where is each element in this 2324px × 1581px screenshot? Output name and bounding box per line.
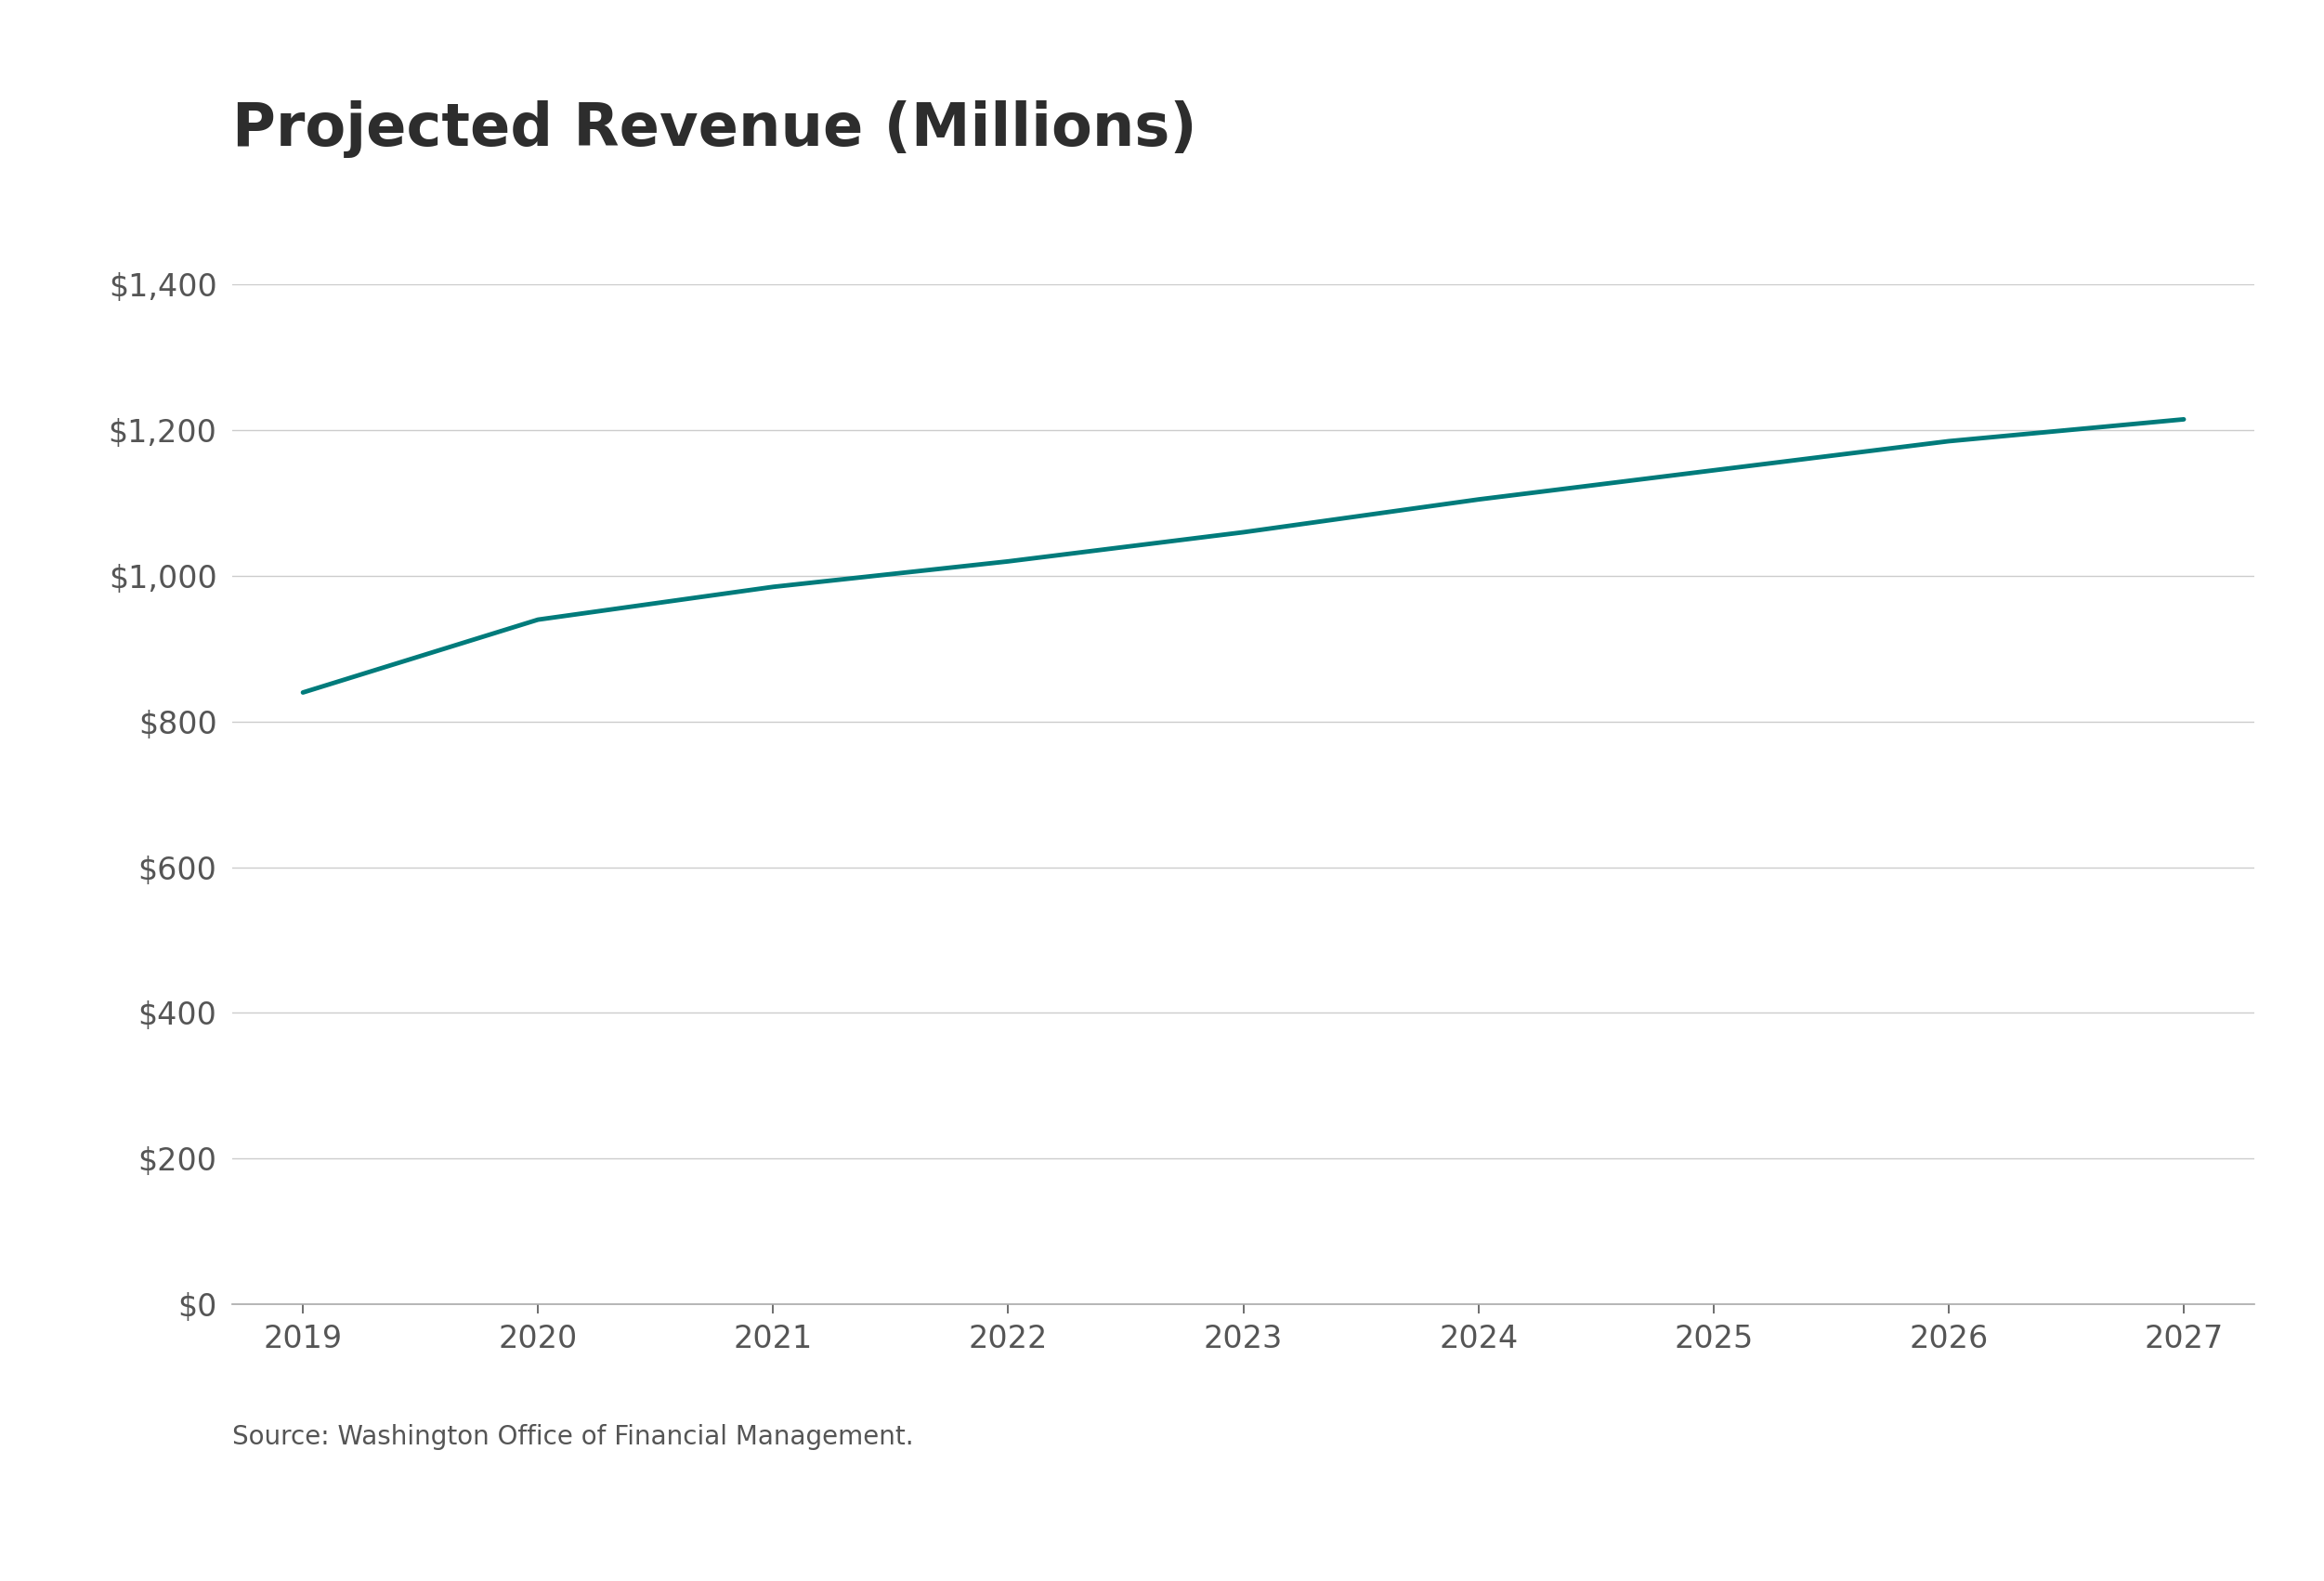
Text: Projected Revenue (Millions): Projected Revenue (Millions)	[232, 101, 1197, 158]
Text: Source: Washington Office of Financial Management.: Source: Washington Office of Financial M…	[232, 1424, 913, 1450]
Text: @TaxFoundation: @TaxFoundation	[1985, 1510, 2282, 1545]
Text: TAX FOUNDATION: TAX FOUNDATION	[42, 1510, 402, 1545]
